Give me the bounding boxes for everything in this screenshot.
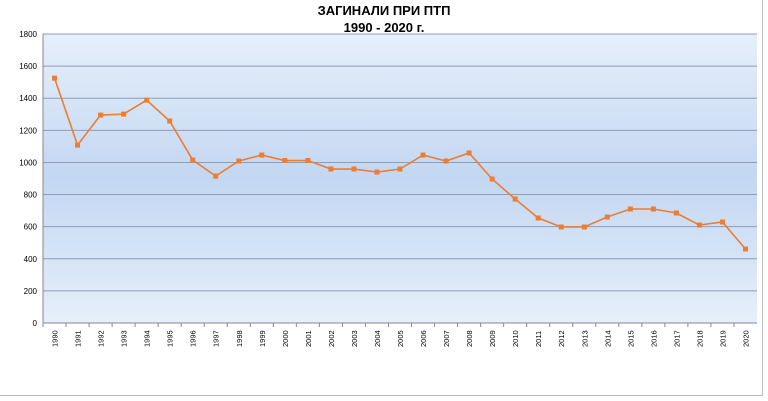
- plot-area: [43, 34, 757, 323]
- x-tick-label: 2018: [695, 330, 704, 347]
- x-tick-label: 2017: [672, 330, 681, 347]
- data-point: [213, 173, 219, 179]
- y-tick-label: 1000: [19, 158, 37, 167]
- data-point: [742, 246, 748, 252]
- data-point: [489, 176, 495, 182]
- x-tick-label: 2010: [511, 330, 520, 347]
- data-point: [627, 206, 633, 212]
- y-tick-label: 200: [24, 287, 38, 296]
- data-point: [52, 75, 58, 81]
- x-tick-label: 1995: [166, 330, 175, 347]
- chart-subtitle: 1990 - 2020 г.: [343, 20, 425, 35]
- x-tick-label: 1993: [120, 330, 129, 347]
- data-point: [581, 224, 587, 230]
- x-tick-label: 2009: [488, 330, 497, 347]
- y-tick-label: 1200: [19, 126, 37, 135]
- data-point: [167, 118, 173, 124]
- x-tick-label: 2019: [718, 330, 727, 347]
- x-tick-label: 2006: [419, 330, 428, 347]
- data-point: [650, 206, 656, 212]
- x-tick-label: 2013: [580, 330, 589, 347]
- x-tick-label: 1996: [189, 330, 198, 347]
- data-point: [190, 157, 196, 163]
- data-point: [351, 166, 357, 172]
- x-tick-label: 1991: [74, 330, 83, 347]
- data-point: [374, 169, 380, 175]
- x-tick-label: 2003: [350, 330, 359, 347]
- data-point: [696, 222, 702, 228]
- data-point: [328, 166, 334, 172]
- y-tick-label: 400: [24, 255, 38, 264]
- x-tick-label: 2008: [465, 330, 474, 347]
- x-tick-label: 1994: [143, 330, 152, 347]
- y-tick-label: 1600: [19, 62, 37, 71]
- y-tick-label: 1400: [19, 94, 37, 103]
- data-point: [236, 158, 242, 164]
- data-point: [144, 97, 150, 103]
- data-point: [75, 142, 81, 148]
- x-tick-label: 2012: [557, 330, 566, 347]
- x-tick-label: 1997: [212, 330, 221, 347]
- chart-title: ЗАГИНАЛИ ПРИ ПТП: [317, 3, 451, 18]
- x-tick-label: 2004: [373, 330, 382, 347]
- x-tick-label: 2020: [741, 330, 750, 347]
- x-tick-label: 2002: [327, 330, 336, 347]
- data-point: [673, 210, 679, 216]
- data-point: [443, 158, 449, 164]
- x-tick-label: 2000: [281, 330, 290, 347]
- data-point: [558, 224, 564, 230]
- x-tick-label: 2011: [534, 331, 543, 347]
- data-point: [121, 111, 127, 117]
- data-point: [397, 166, 403, 172]
- data-point: [282, 158, 288, 164]
- x-tick-label: 2016: [649, 330, 658, 347]
- x-tick-label: 2007: [442, 330, 451, 347]
- y-tick-label: 600: [24, 223, 38, 232]
- y-tick-label: 1800: [19, 30, 37, 39]
- x-tick-label: 1998: [235, 330, 244, 347]
- x-tick-label: 1990: [51, 330, 60, 347]
- data-point: [512, 196, 518, 202]
- data-point: [420, 152, 426, 158]
- data-point: [305, 158, 311, 164]
- y-tick-label: 800: [24, 191, 38, 200]
- x-tick-label: 2001: [304, 330, 313, 347]
- data-point: [604, 214, 610, 220]
- x-tick-label: 1992: [97, 330, 106, 347]
- data-point: [259, 152, 265, 158]
- x-tick-label: 2014: [603, 330, 612, 347]
- y-tick-label: 0: [33, 319, 38, 328]
- data-point: [98, 112, 104, 118]
- data-point: [466, 150, 472, 156]
- data-point: [535, 215, 541, 221]
- x-tick-label: 2015: [626, 330, 635, 347]
- data-point: [719, 219, 725, 225]
- x-tick-label: 2005: [396, 330, 405, 347]
- x-tick-label: 1999: [258, 330, 267, 347]
